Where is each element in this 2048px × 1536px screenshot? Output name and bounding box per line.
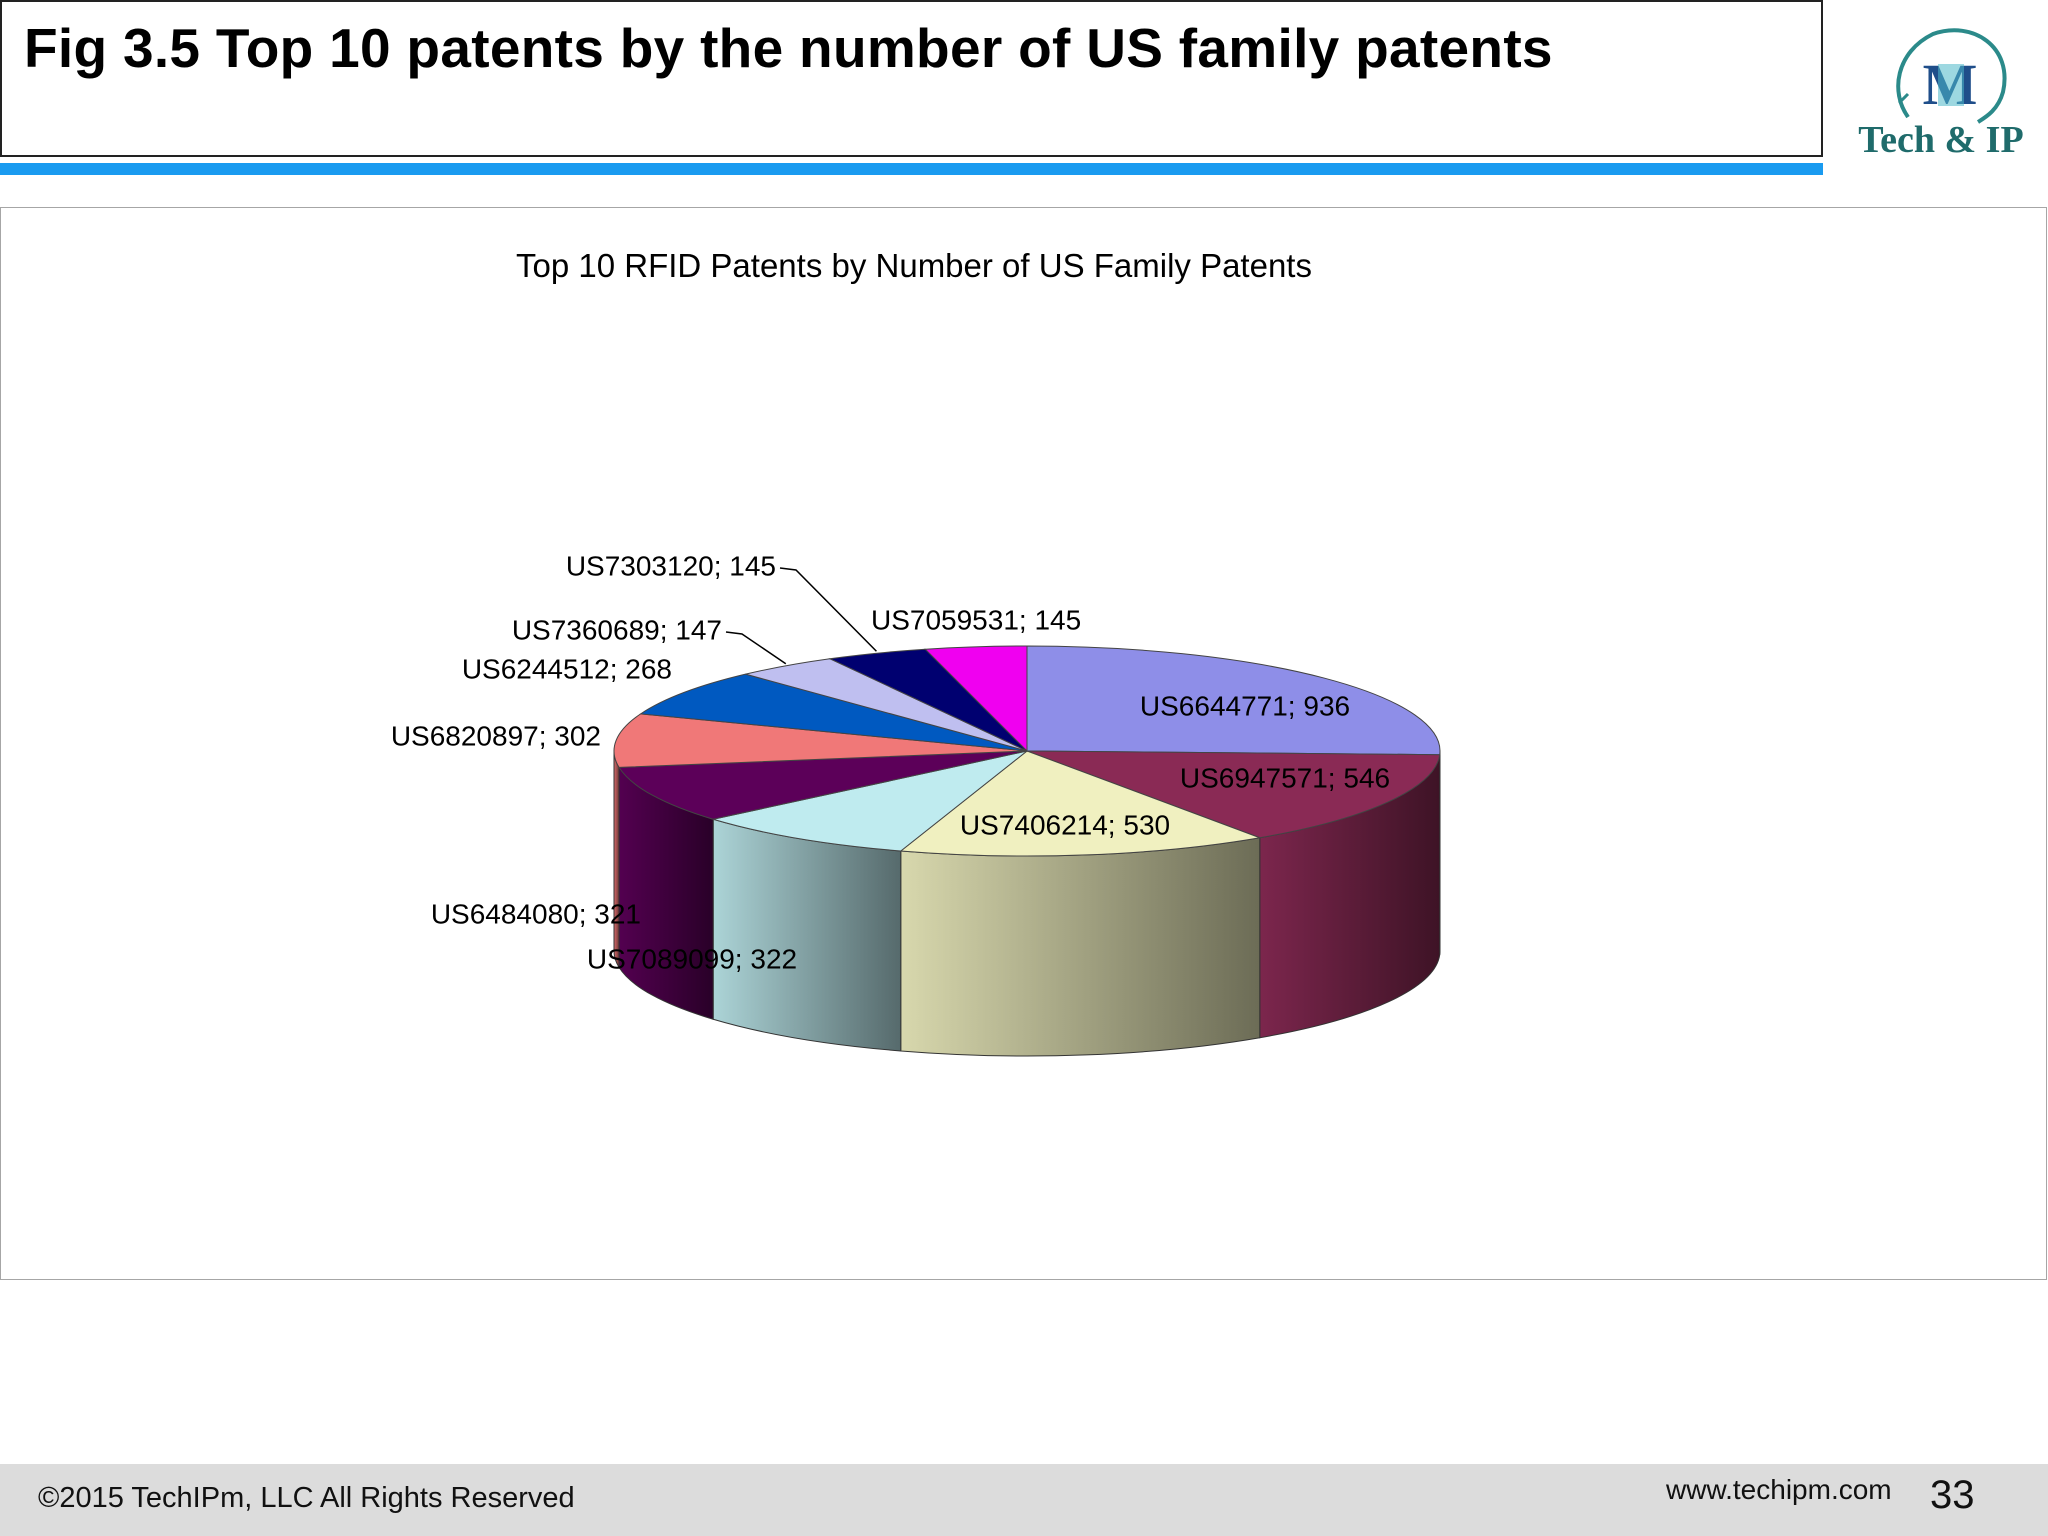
- pie-slice-US7406214: [899, 750, 1262, 857]
- pie-slice-US6947571: [1026, 750, 1441, 839]
- pie-slice-US7059531: [924, 645, 1028, 753]
- data-label-US7406214: US7406214; 530: [960, 809, 1170, 840]
- pie-slice-side-US7406214: [900, 837, 1261, 1057]
- pie-slice-US6644771: [1026, 645, 1441, 756]
- pie-slice-US6484080: [618, 750, 1028, 820]
- pie-slice-US6820897: [613, 713, 1028, 768]
- pie-slice-side-US7089099: [712, 818, 902, 1052]
- pie-slice-US6244512: [639, 673, 1028, 752]
- page-number: 33: [1930, 1473, 1975, 1517]
- pie-slice-US7089099: [713, 750, 1028, 852]
- pie-slice-side-US6820897: [613, 750, 620, 970]
- chart-title: Top 10 RFID Patents by Number of US Fami…: [516, 247, 1312, 284]
- data-label-US6947571: US6947571; 546: [1180, 762, 1390, 793]
- footer-bar: [0, 1464, 2048, 1536]
- slide-title-box: Fig 3.5 Top 10 patents by the number of …: [0, 0, 1823, 157]
- techip-logo-icon: M: [1896, 28, 2007, 124]
- data-label-US6244512: US6244512; 268: [462, 653, 672, 684]
- data-label-US6484080: US6484080; 321: [431, 898, 641, 929]
- title-underline-bar: [0, 163, 1823, 175]
- data-label-US6820897: US6820897; 302: [391, 720, 601, 751]
- data-label-US7089099: US7089099; 322: [587, 943, 797, 974]
- data-label-US7303120: US7303120; 145: [566, 550, 776, 581]
- leader-line-US7303120: [779, 567, 877, 652]
- data-label-US6644771: US6644771; 936: [1140, 690, 1350, 721]
- footer-copyright: ©2015 TechIPm, LLC All Rights Reserved: [38, 1482, 575, 1514]
- footer-url: www.techipm.com: [1666, 1474, 1892, 1505]
- slide-title: Fig 3.5 Top 10 patents by the number of …: [24, 17, 1553, 79]
- data-label-US7059531: US7059531; 145: [871, 604, 1081, 635]
- logo-text: Tech & IP: [1858, 119, 2024, 161]
- leader-line-US7360689: [725, 631, 787, 665]
- data-label-US7360689: US7360689; 147: [512, 614, 722, 645]
